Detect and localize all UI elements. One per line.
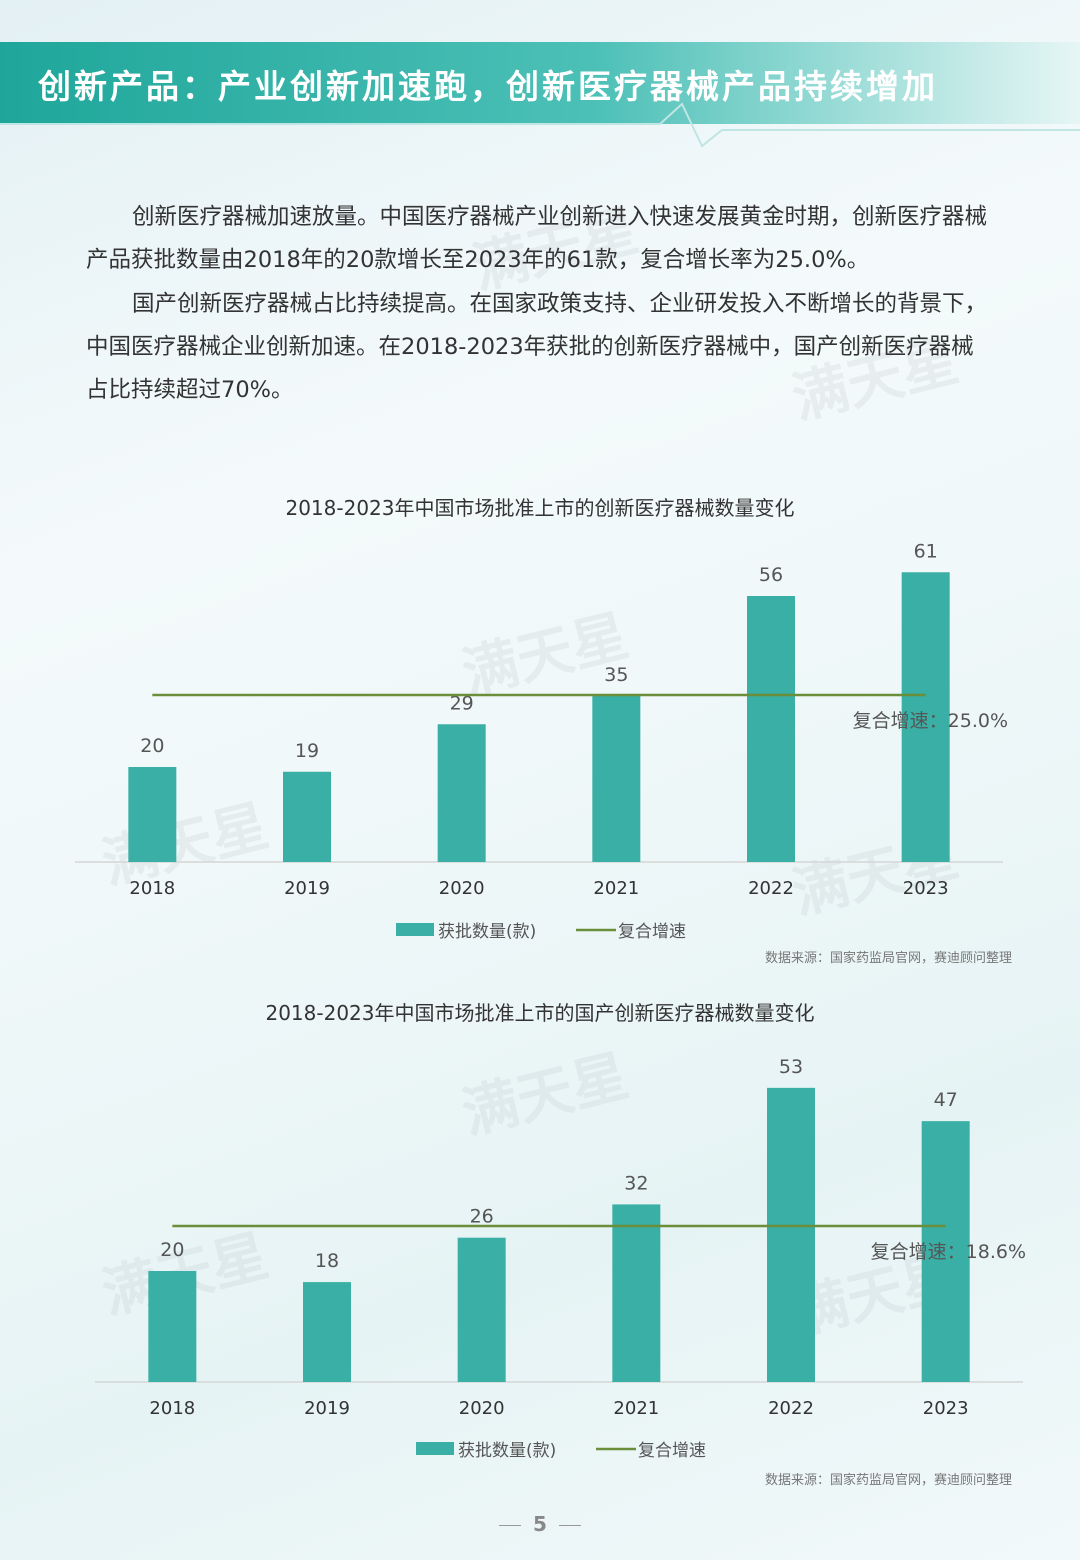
bar-2022 (767, 1087, 815, 1382)
legend-bar-swatch (396, 923, 434, 936)
chart-1: 20 2018 19 2019 29 2020 35 2021 56 2022 61 2023 复合增速… (75, 540, 1008, 942)
title-banner: 创新产品：产业创新加速跑，创新医疗器械产品持续增加 (0, 42, 1080, 148)
x-tick-label-2023: 2023 (903, 878, 949, 899)
bar-2021 (612, 1204, 661, 1382)
data-label-2019: 18 (315, 1250, 339, 1272)
legend-bar-label: 获批数量(款) (438, 922, 536, 942)
data-label-2020: 26 (470, 1206, 494, 1228)
legend-line-label: 复合增速 (618, 922, 686, 942)
chart-2-source: 数据来源：国家药监局官网，赛迪顾问整理 (764, 1473, 1012, 1488)
paragraph-innovation: 创新医疗器械加速放量。中国医疗器械产业创新进入快速发展黄金时期，创新医疗器械产品… (86, 204, 988, 273)
x-tick-label-2020: 2020 (439, 878, 485, 899)
banner-shape (0, 42, 1080, 148)
bar-2022 (747, 596, 795, 862)
x-tick-label-2022: 2022 (768, 1398, 814, 1419)
bar-2023 (921, 1121, 970, 1382)
chart-1-title: 2018-2023年中国市场批准上市的创新医疗器械数量变化 (285, 496, 795, 520)
data-label-2018: 20 (160, 1239, 184, 1261)
x-tick-label-2020: 2020 (459, 1398, 505, 1419)
data-label-2022: 53 (779, 1056, 803, 1078)
cagr-label: 复合增速：25.0% (853, 710, 1008, 732)
page-number: 5 (0, 1512, 1080, 1536)
data-label-2021: 32 (624, 1172, 648, 1194)
bar-2020 (457, 1237, 506, 1382)
x-tick-label-2022: 2022 (748, 878, 794, 899)
bar-2018 (148, 1271, 197, 1382)
data-label-2019: 19 (295, 740, 319, 762)
bar-2018 (128, 767, 177, 862)
legend-line-label: 复合增速 (638, 1441, 706, 1461)
bar-2023 (901, 572, 950, 862)
bar-2019 (303, 1282, 351, 1382)
x-tick-label-2021: 2021 (593, 878, 639, 899)
chart-1-source: 数据来源：国家药监局官网，赛迪顾问整理 (764, 951, 1012, 966)
x-tick-label-2019: 2019 (304, 1398, 350, 1419)
chart-2-title: 2018-2023年中国市场批准上市的国产创新医疗器械数量变化 (265, 1001, 815, 1025)
data-label-2021: 35 (604, 664, 628, 686)
bar-2019 (283, 771, 331, 862)
cagr-label: 复合增速：18.6% (871, 1241, 1026, 1263)
data-label-2022: 56 (759, 564, 783, 586)
x-tick-label-2023: 2023 (923, 1398, 969, 1419)
data-label-2023: 61 (914, 540, 938, 562)
x-tick-label-2018: 2018 (149, 1398, 195, 1419)
paragraph-domestic: 国产创新医疗器械占比持续提高。在国家政策支持、企业研发投入不断增长的背景下，中国… (86, 291, 988, 403)
legend-bar-label: 获批数量(款) (458, 1441, 556, 1461)
data-label-2020: 29 (450, 692, 474, 714)
data-label-2018: 20 (140, 735, 164, 757)
chart-2: 20 2018 18 2019 26 2020 32 2021 53 2022 47 2023 复合增速… (95, 1056, 1026, 1461)
data-label-2023: 47 (934, 1089, 958, 1111)
bar-2021 (592, 695, 641, 862)
bar-2020 (437, 724, 486, 862)
x-tick-label-2018: 2018 (129, 878, 175, 899)
legend-bar-swatch (416, 1442, 454, 1455)
page-title: 创新产品：产业创新加速跑，创新医疗器械产品持续增加 (38, 67, 938, 106)
x-tick-label-2021: 2021 (613, 1398, 659, 1419)
x-tick-label-2019: 2019 (284, 878, 330, 899)
